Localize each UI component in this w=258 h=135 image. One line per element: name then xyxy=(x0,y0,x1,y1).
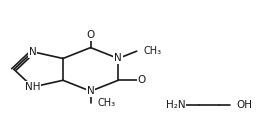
Text: N: N xyxy=(29,47,37,57)
Text: H₂N: H₂N xyxy=(166,100,185,110)
Text: O: O xyxy=(86,30,95,40)
Text: CH₃: CH₃ xyxy=(143,46,161,56)
Text: O: O xyxy=(137,75,146,85)
Text: N: N xyxy=(114,53,122,63)
Text: NH: NH xyxy=(25,82,41,92)
Text: OH: OH xyxy=(236,100,252,110)
Text: CH₃: CH₃ xyxy=(97,98,115,108)
Text: N: N xyxy=(87,86,94,96)
